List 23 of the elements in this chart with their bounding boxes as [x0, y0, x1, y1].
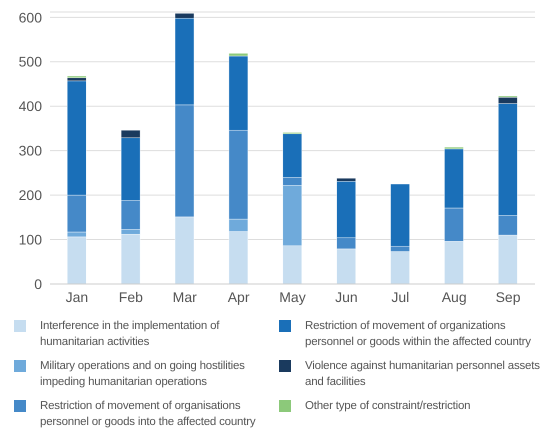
x-tick-label: Sep — [496, 288, 521, 305]
y-tick-label: 500 — [18, 54, 42, 70]
y-tick-label: 200 — [18, 187, 42, 204]
y-tick-label: 0 — [34, 276, 42, 292]
y-tick-label: 600 — [18, 9, 42, 26]
legend-label: Restriction of movement of organizations personnel or goods within the affected country — [305, 319, 532, 350]
legend-label: Restriction of movement of organisations personnel or goods into the affected country — [40, 399, 256, 430]
x-tick-label: May — [279, 288, 306, 305]
legend-label: Violence against humanitarian personnel assets and facilities — [305, 359, 541, 390]
x-tick-label: Mar — [172, 288, 198, 305]
y-tick-label: 100 — [18, 232, 42, 248]
y-tick-label: 300 — [18, 142, 42, 159]
bar — [67, 236, 86, 284]
x-tick-label: Apr — [228, 288, 250, 305]
legend-label: Other type of constraint/restriction — [305, 399, 470, 414]
x-tick-label: Jul — [391, 288, 410, 305]
legend-label: Interference in the implementation of humanitarian activities — [40, 319, 220, 350]
x-tick-label: Aug — [442, 288, 467, 305]
x-tick-label: Feb — [118, 288, 144, 305]
x-tick-label: Jan — [66, 288, 88, 305]
x-tick-label: Jun — [335, 288, 358, 305]
y-tick-label: 400 — [18, 98, 42, 114]
legend-label: Military operations and on going hostilities impeding humanitarian operations — [40, 359, 246, 390]
